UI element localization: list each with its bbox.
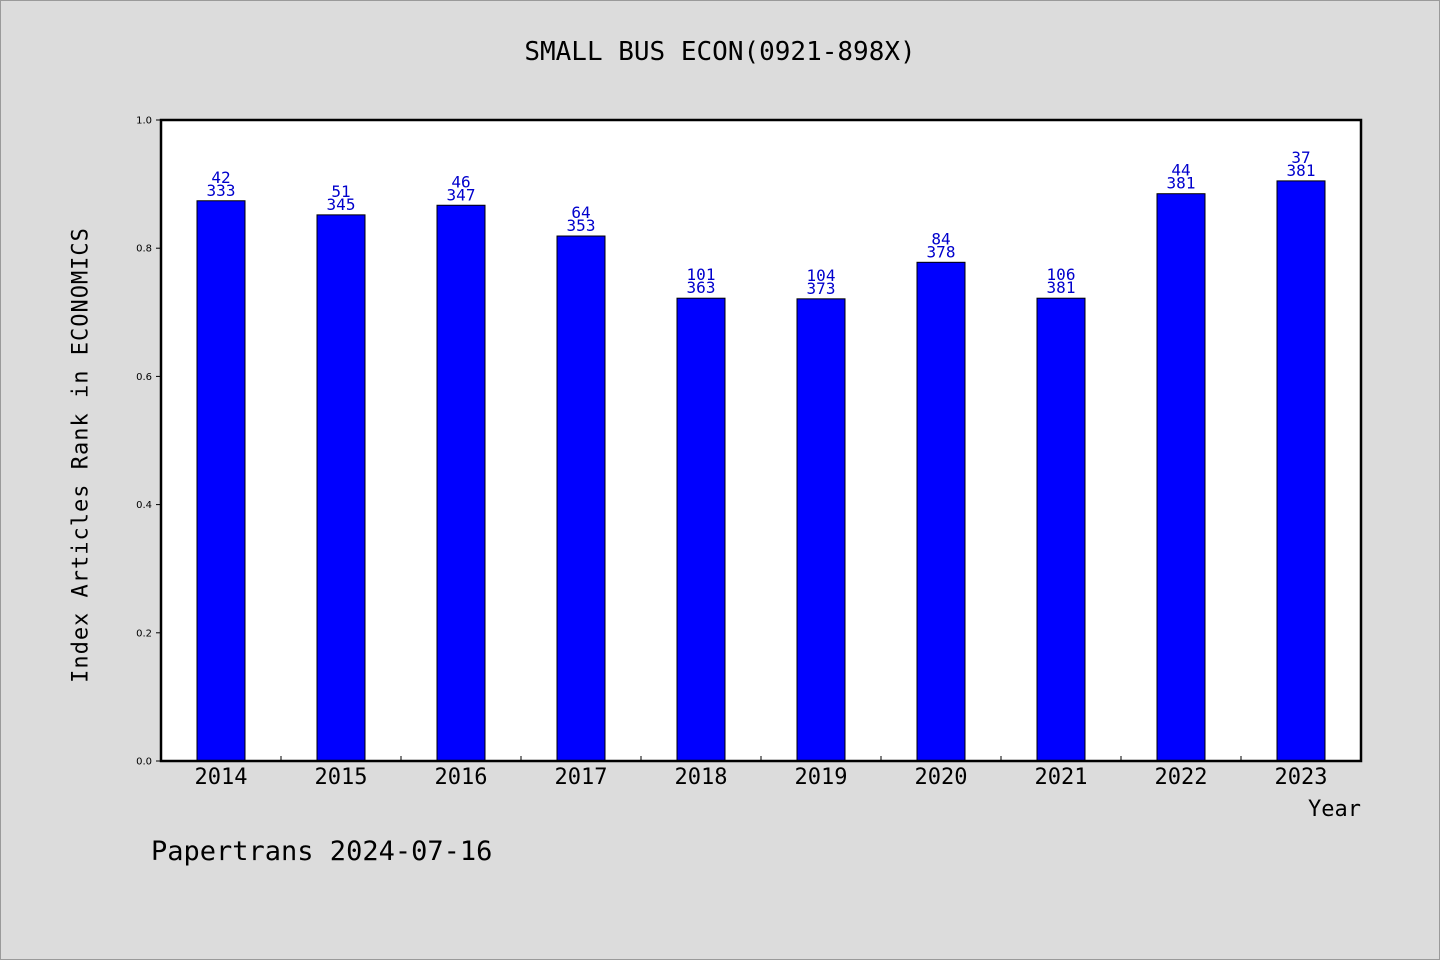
y-tick-label-0.8: 0.8 <box>136 244 152 255</box>
bar-label-bottom-2014: 333 <box>207 181 236 200</box>
bar-2020 <box>916 261 966 762</box>
y-tick-label-0.4: 0.4 <box>136 500 152 511</box>
bar-label-bottom-2023: 381 <box>1287 161 1316 180</box>
x-tick-label-2019: 2019 <box>795 765 848 790</box>
bar-2023 <box>1276 180 1326 762</box>
x-axis-label: Year <box>1308 797 1361 822</box>
bar-2018 <box>676 297 726 762</box>
x-tick-label-2020: 2020 <box>915 765 968 790</box>
bar-label-bottom-2016: 347 <box>447 185 476 204</box>
y-tick-label-0.6: 0.6 <box>136 372 152 383</box>
bar-label-top-2019: 104 <box>807 266 836 285</box>
bar-label-bottom-2017: 353 <box>567 216 596 235</box>
x-tick-label-2023: 2023 <box>1275 765 1328 790</box>
y-tick-label-1.0: 1.0 <box>136 116 152 127</box>
y-tick-label-0.2: 0.2 <box>136 628 152 639</box>
bar-label-top-2022: 44 <box>1171 161 1190 180</box>
bar-label-top-2023: 37 <box>1291 148 1310 167</box>
x-tick-label-2021: 2021 <box>1035 765 1088 790</box>
bar-label-top-2021: 106 <box>1047 265 1076 284</box>
bar-label-bottom-2015: 345 <box>327 195 356 214</box>
bar-label-top-2015: 51 <box>331 182 350 201</box>
chart-title: SMALL BUS ECON(0921-898X) <box>524 37 916 67</box>
x-tick-label-2022: 2022 <box>1155 765 1208 790</box>
bar-label-top-2017: 64 <box>571 203 590 222</box>
bar-2016 <box>436 204 486 762</box>
bar-2017 <box>556 235 606 762</box>
x-tick-label-2017: 2017 <box>555 765 608 790</box>
bar-label-top-2016: 46 <box>451 172 470 191</box>
bar-label-top-2020: 84 <box>931 229 950 248</box>
bar-2021 <box>1036 297 1086 762</box>
bar-label-top-2018: 101 <box>687 265 716 284</box>
bar-label-bottom-2022: 381 <box>1167 174 1196 193</box>
bar-2019 <box>796 298 846 762</box>
bar-label-bottom-2021: 381 <box>1047 278 1076 297</box>
y-tick-label-0.0: 0.0 <box>136 757 152 768</box>
x-tick-label-2018: 2018 <box>675 765 728 790</box>
bar-2014 <box>196 200 246 762</box>
x-tick-label-2015: 2015 <box>315 765 368 790</box>
plot-frame <box>159 118 1363 763</box>
bar-2015 <box>316 214 366 762</box>
bar-label-bottom-2020: 378 <box>927 242 956 261</box>
bar-label-top-2014: 42 <box>211 168 230 187</box>
footer-credit: Papertrans 2024-07-16 <box>151 836 493 867</box>
x-tick-label-2014: 2014 <box>195 765 248 790</box>
bar-label-bottom-2018: 363 <box>687 278 716 297</box>
x-tick-label-2016: 2016 <box>435 765 488 790</box>
bar-2022 <box>1156 193 1206 762</box>
bar-label-bottom-2019: 373 <box>807 279 836 298</box>
